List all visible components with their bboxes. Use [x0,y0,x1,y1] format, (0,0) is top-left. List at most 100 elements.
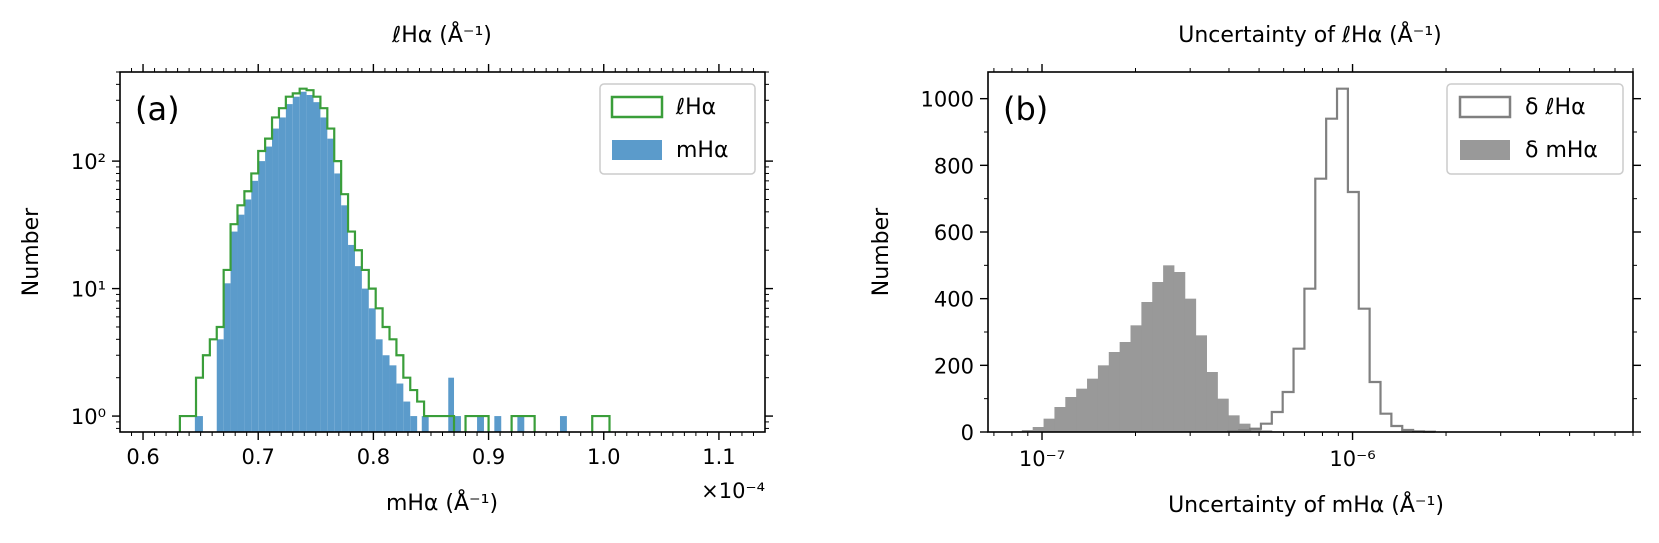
panel-b-label: (b) [1003,90,1048,128]
panel-b-bar-7 [1087,378,1099,432]
panel-a-bar-8 [265,146,273,432]
panel-b-ytick-label-2: 400 [934,288,974,312]
panel-b-bar-2 [1032,427,1044,432]
panel-a-bars [194,91,567,433]
panel-a-ytick-label-2: 10² [71,150,106,174]
panel-a-bar-23 [368,308,376,432]
panel-a-bar-6 [251,180,259,432]
panel-a-bar-4 [237,214,245,432]
panel-a-xtick-label-5: 1.1 [702,445,735,469]
panel-a-legend-label-1: mHα [676,138,728,163]
panel-b-bar-9 [1108,352,1121,432]
panel-b-bar-18 [1206,372,1218,432]
panel-a-xlabel: mHα (Å⁻¹) [386,489,498,516]
panel-b-bar-14 [1163,265,1175,432]
panel-a-xtick-label-4: 1.0 [587,445,620,469]
panel-a-xtick-label-3: 0.9 [472,445,505,469]
panel-a-step-line [178,87,611,432]
panel-a-bar-0 [194,416,203,432]
panel-b-bar-22 [1250,428,1262,432]
panel-b-bar-12 [1141,302,1153,432]
panel-a-bar-21 [354,266,362,432]
panel-a-bar-26 [389,365,397,432]
panel-b-bar-6 [1076,388,1088,432]
panel-a-legend-swatch-1 [612,140,662,160]
panel-b-xtick-label-0: 10⁻⁷ [1019,447,1065,471]
panel-b-ytick-label-4: 800 [934,154,974,178]
panel-a-bar-24 [375,339,383,432]
panel-a-bar-13 [299,91,307,432]
panel-a-bar-15 [313,102,321,433]
panel-b-bar-8 [1097,365,1110,432]
panel-a-legend-label-0: ℓHα [675,95,716,120]
panel-b-legend-label-1: δ mHα [1525,138,1598,163]
panel-a-bar-17 [327,138,335,432]
panel-a-bar-22 [361,288,369,432]
panel-b-ytick-label-1: 200 [934,354,974,378]
panel-b-bar-11 [1130,325,1142,432]
panel-a-bar-28 [403,401,411,432]
panel-a-xtick-label-0: 0.6 [126,445,159,469]
panel-b-bar-4 [1054,407,1066,432]
panel-b-bar-15 [1173,272,1186,432]
panel-b-xlabel: Uncertainty of mHα (Å⁻¹) [1168,491,1444,518]
panel-a-bar-18 [334,173,342,433]
panel-b-ytick-label-0: 0 [961,421,974,445]
panel-a-bar-7 [258,161,266,433]
panel-a-ytick-label-1: 10¹ [71,278,106,302]
panel-a-bar-29 [410,416,418,432]
panel-b-ylabel: Number [869,207,894,296]
panel-b-bar-1 [1021,430,1034,432]
panel-a-bar-35 [517,416,525,432]
panel-a-bar-9 [272,128,279,432]
panel-a-bar-25 [382,355,390,432]
panel-b-step-line [1227,87,1436,433]
panel-a-bar-30 [421,416,429,432]
panel-a-x-offset: ×10⁻⁴ [701,479,765,503]
panel-b-bar-13 [1152,282,1164,432]
panel-b-legend-swatch-0 [1458,95,1512,119]
panel-a-bar-32 [454,416,461,432]
panel-a-bar-31 [448,377,455,432]
panel-b-bars [1010,265,1284,432]
panel-a-bar-12 [292,96,300,432]
panel-a-xtick-label-2: 0.8 [357,445,390,469]
panel-a-bar-5 [244,199,252,432]
panel-a-bar-16 [320,117,328,432]
panel-a-step-path [178,87,611,432]
panel-a-bar-2 [223,283,231,432]
panel-b-ytick-label-5: 1000 [921,88,974,112]
panel-b-bar-10 [1119,342,1131,432]
panel-a-bar-19 [341,205,349,432]
panel-b-xtick-label-1: 10⁻⁶ [1329,447,1375,471]
panel-b-top-xlabel: Uncertainty of ℓHα (Å⁻¹) [1178,21,1442,48]
panel-b-bar-20 [1228,415,1240,432]
panel-b-ticks: 10⁻⁷ 10⁻⁶ 0 200 400 600 800 1000 [921,64,1641,471]
panel-a-bar-20 [348,244,355,432]
panel-a-label: (a) [135,90,180,128]
panel-a-bar-36 [559,416,567,432]
panel-b-ytick-label-3: 600 [934,221,974,245]
panel-a-bar-11 [285,104,293,432]
panel-a-ylabel: Number [19,207,44,296]
panel-b-bar-5 [1065,397,1077,432]
panel-b-bar-3 [1043,418,1055,432]
panel-b-bar-23 [1260,430,1273,432]
panel-a-bar-27 [396,383,404,432]
panel-a-frame [119,71,766,433]
panel-b-bar-21 [1239,423,1251,432]
panel-b-frame [987,71,1634,433]
panel-a-bar-1 [216,339,224,432]
panel-a-bar-14 [306,95,314,432]
panel-a-bar-33 [477,416,484,432]
panel-a-top-xlabel: ℓHα (Å⁻¹) [391,21,492,48]
panel-a-bar-3 [230,231,238,432]
panel-b-legend-swatch-1 [1460,140,1510,160]
panel-b-bar-17 [1195,335,1207,432]
panel-b-bar-19 [1217,398,1229,432]
panel-b-legend-label-0: δ ℓHα [1525,95,1586,120]
panel-a-legend-swatch-0 [610,95,664,119]
panel-b-legend: δ ℓHα δ mHα [1446,83,1624,175]
panel-b-bar-16 [1184,298,1197,432]
